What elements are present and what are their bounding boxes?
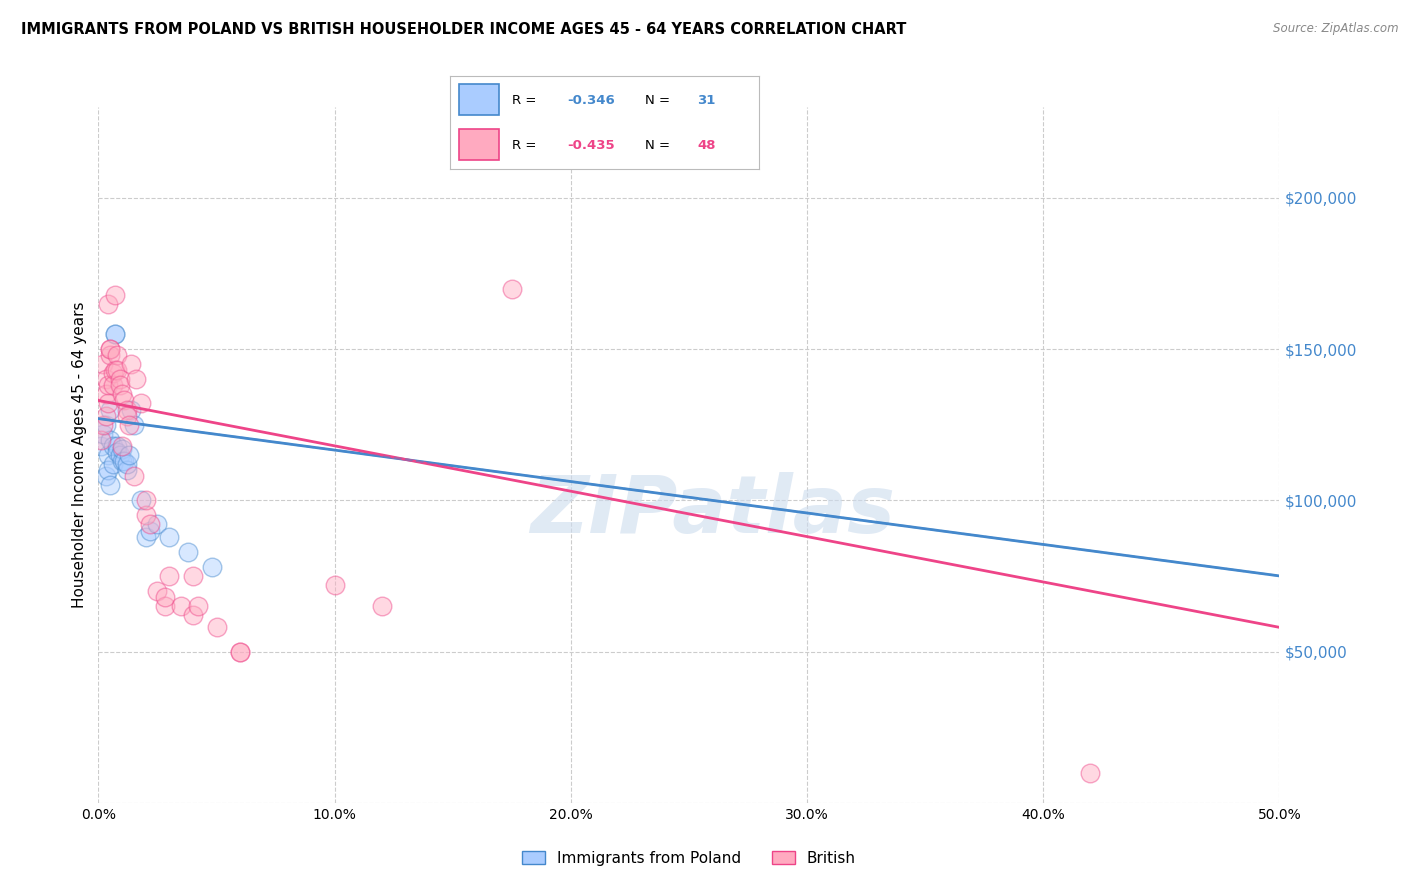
Point [98,342,121,356]
Point [115,463,138,477]
Point [146,517,169,532]
Point [97,463,120,477]
Point [125,372,148,386]
Point [323,578,346,592]
Point [105,439,128,453]
Point [94,409,117,423]
Point [115,402,138,417]
Point [91,417,114,432]
Point [98,348,121,362]
Point [94,417,117,432]
Point [135,530,157,544]
Point [104,363,127,377]
Point [104,326,127,341]
Point [115,409,138,423]
Point [121,402,143,417]
Point [153,590,176,604]
Point [135,493,157,508]
Point [115,457,138,471]
Text: Source: ZipAtlas.com: Source: ZipAtlas.com [1274,22,1399,36]
Point [90,439,112,453]
Point [101,378,124,392]
Point [97,296,120,310]
Text: ZIPatlas: ZIPatlas [530,472,896,549]
Point [108,372,131,386]
Point [229,644,252,658]
Point [97,448,120,462]
Text: 31: 31 [697,94,716,107]
Point [187,599,209,614]
Text: R =: R = [512,94,540,107]
Point [229,644,252,658]
Point [94,372,117,386]
Point [157,530,180,544]
Point [111,454,134,468]
Point [105,348,128,362]
Point [111,442,134,456]
Point [97,378,120,392]
Y-axis label: Householder Income Ages 45 - 64 years: Householder Income Ages 45 - 64 years [72,301,87,608]
Point [97,396,120,410]
Point [108,448,131,462]
Point [201,559,224,574]
Point [112,454,135,468]
Point [104,326,127,341]
Text: IMMIGRANTS FROM POLAND VS BRITISH HOUSEHOLDER INCOME AGES 45 - 64 YEARS CORRELAT: IMMIGRANTS FROM POLAND VS BRITISH HOUSEH… [21,22,907,37]
Point [177,545,200,559]
Point [118,417,141,432]
Text: N =: N = [645,94,673,107]
Point [157,569,180,583]
Text: 48: 48 [697,138,716,152]
Point [91,357,114,371]
Point [129,396,152,410]
Point [129,493,152,508]
Point [1080,765,1102,780]
Point [91,426,114,441]
Point [181,608,204,623]
Point [111,387,134,401]
Text: -0.435: -0.435 [568,138,614,152]
Point [111,439,134,453]
Point [170,599,193,614]
Point [101,439,124,453]
Point [101,366,124,380]
Point [146,584,169,599]
Point [90,433,112,447]
Point [98,342,121,356]
Point [98,433,121,447]
Point [121,357,143,371]
Point [112,393,135,408]
Point [122,417,145,432]
Point [105,445,128,459]
Text: N =: N = [645,138,673,152]
Point [104,287,127,301]
Point [94,387,117,401]
Point [98,402,121,417]
Point [94,469,117,483]
FancyBboxPatch shape [460,84,499,115]
Point [122,469,145,483]
Legend: Immigrants from Poland, British: Immigrants from Poland, British [516,845,862,871]
Text: -0.346: -0.346 [568,94,616,107]
Point [135,508,157,523]
Point [181,569,204,583]
Point [153,599,176,614]
Point [98,478,121,492]
Point [108,378,131,392]
Point [101,457,124,471]
Point [205,620,228,634]
Point [139,524,162,538]
Text: R =: R = [512,138,540,152]
FancyBboxPatch shape [460,129,499,160]
Point [371,599,394,614]
Point [139,517,162,532]
Point [105,363,128,377]
Point [501,281,523,295]
Point [118,448,141,462]
